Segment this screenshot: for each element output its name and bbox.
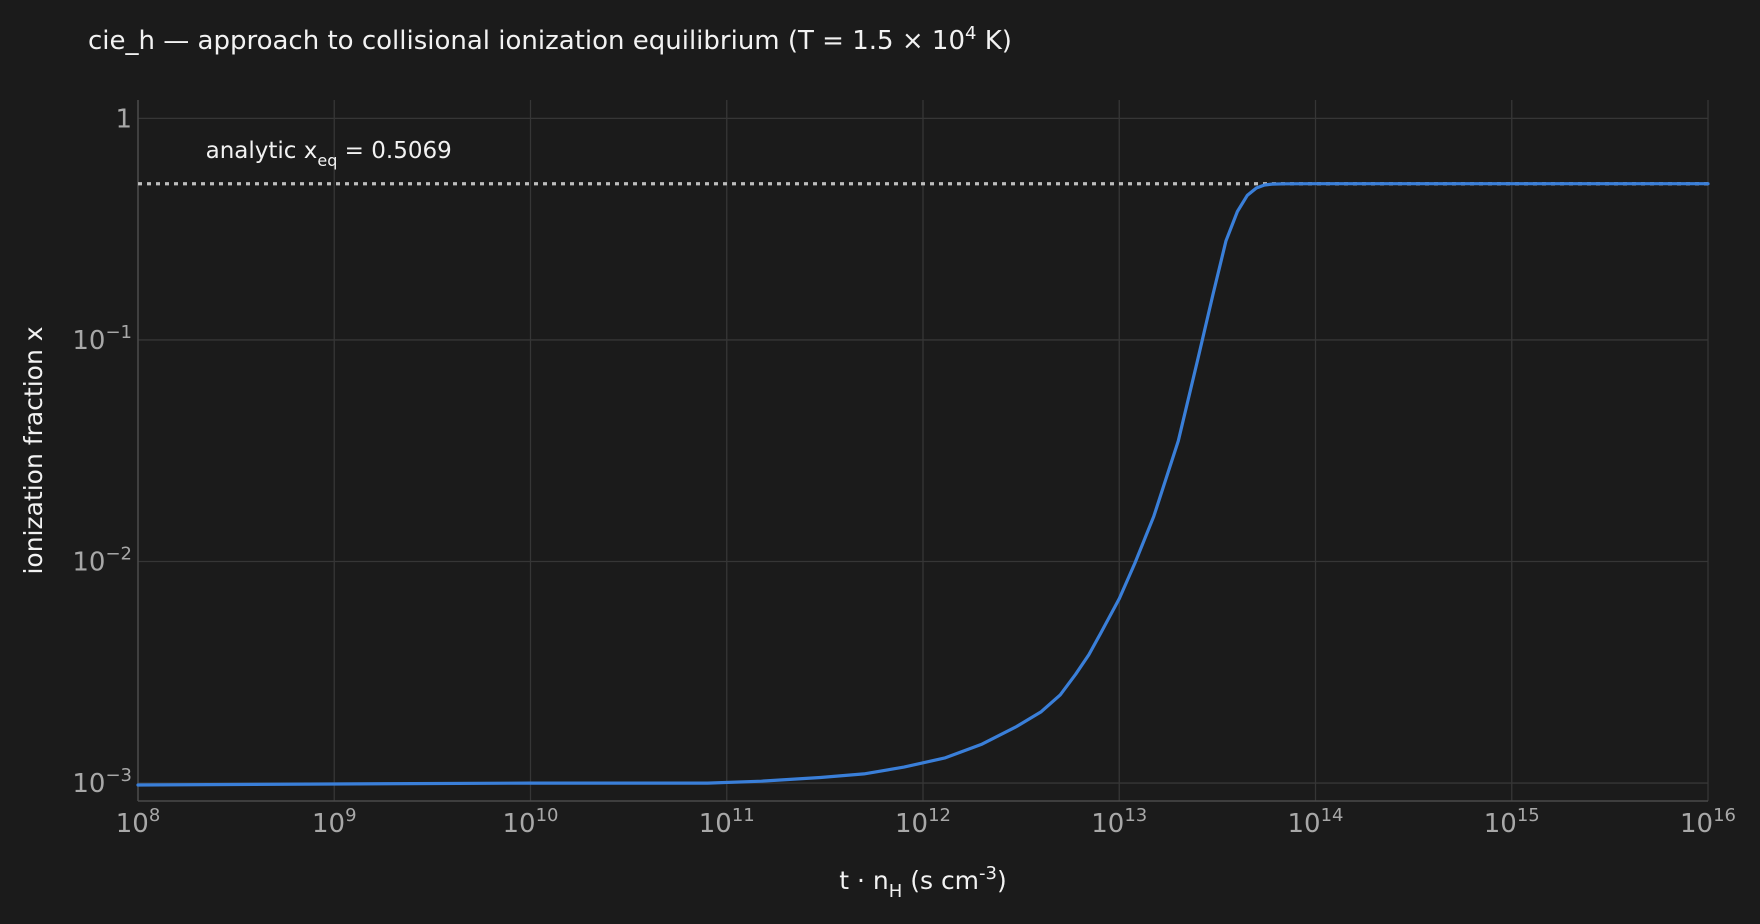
- x-title-post: ): [997, 866, 1007, 895]
- x-tick-base: 10: [699, 809, 732, 839]
- series: [136, 182, 1710, 787]
- y-tick-exponent: −3: [105, 765, 132, 786]
- ionization-fraction-line: [136, 182, 1710, 787]
- x-tick-base: 10: [1091, 809, 1124, 839]
- annotation-prefix: analytic x: [206, 138, 318, 164]
- y-tick-label: 10−3: [72, 765, 132, 799]
- x-tick-base: 10: [895, 809, 928, 839]
- x-tick-label: 109: [312, 805, 357, 839]
- x-tick-exponent: 15: [1517, 805, 1540, 826]
- x-title-pre: t · n: [839, 866, 889, 895]
- x-tick-exponent: 12: [928, 805, 951, 826]
- x-tick-base: 10: [1484, 809, 1517, 839]
- chart-title: cie_h — approach to collisional ionizati…: [88, 23, 1012, 56]
- annotation-subscript: eq: [317, 151, 337, 170]
- x-tick-exponent: 9: [345, 805, 356, 826]
- y-tick-base: 10: [72, 769, 105, 799]
- x-tick-exponent: 11: [732, 805, 755, 826]
- y-tick-label: 1: [115, 104, 132, 134]
- x-tick-base: 10: [312, 809, 345, 839]
- x-title-subscript: H: [889, 881, 903, 902]
- annotation-value: = 0.5069: [337, 138, 451, 164]
- x-tick-base: 10: [1680, 809, 1713, 839]
- y-axis-title: ionization fraction x: [19, 326, 48, 574]
- y-tick-base: 10: [72, 547, 105, 577]
- title-main: cie_h — approach to collisional ionizati…: [88, 26, 965, 56]
- x-axis-title: t · nH (s cm-3): [839, 863, 1007, 902]
- title-superscript: 4: [965, 23, 976, 44]
- y-tick-label: 10−1: [72, 322, 132, 356]
- labels: 108 109 1010 1011 1012 1013 1014 1015 1016110−11…: [19, 23, 1736, 902]
- x-tick-base: 10: [1288, 809, 1321, 839]
- x-tick-exponent: 16: [1713, 805, 1736, 826]
- x-tick-label: 1014: [1288, 805, 1344, 839]
- title-tail: K): [976, 26, 1011, 56]
- x-title-unit: (s cm: [902, 866, 979, 895]
- x-tick-label: 1016: [1680, 805, 1736, 839]
- x-tick-exponent: 10: [536, 805, 559, 826]
- x-tick-exponent: 13: [1124, 805, 1147, 826]
- y-tick-label: 10−2: [72, 543, 132, 577]
- grid: [137, 100, 1709, 801]
- x-tick-base: 10: [116, 809, 149, 839]
- x-tick-label: 108: [116, 805, 161, 839]
- y-tick-exponent: −2: [105, 543, 132, 564]
- x-title-superscript: -3: [979, 863, 997, 884]
- x-tick-label: 1011: [699, 805, 755, 839]
- x-tick-exponent: 8: [149, 805, 160, 826]
- x-tick-label: 1015: [1484, 805, 1540, 839]
- equilibrium-annotation: analytic xeq = 0.5069: [206, 138, 452, 170]
- x-tick-label: 1010: [503, 805, 559, 839]
- y-tick-base: 1: [115, 104, 132, 134]
- y-tick-exponent: −1: [105, 322, 132, 343]
- axes: [137, 100, 1708, 802]
- x-tick-exponent: 14: [1321, 805, 1344, 826]
- x-tick-base: 10: [503, 809, 536, 839]
- x-tick-label: 1013: [1091, 805, 1147, 839]
- x-tick-label: 1012: [895, 805, 951, 839]
- y-tick-base: 10: [72, 326, 105, 356]
